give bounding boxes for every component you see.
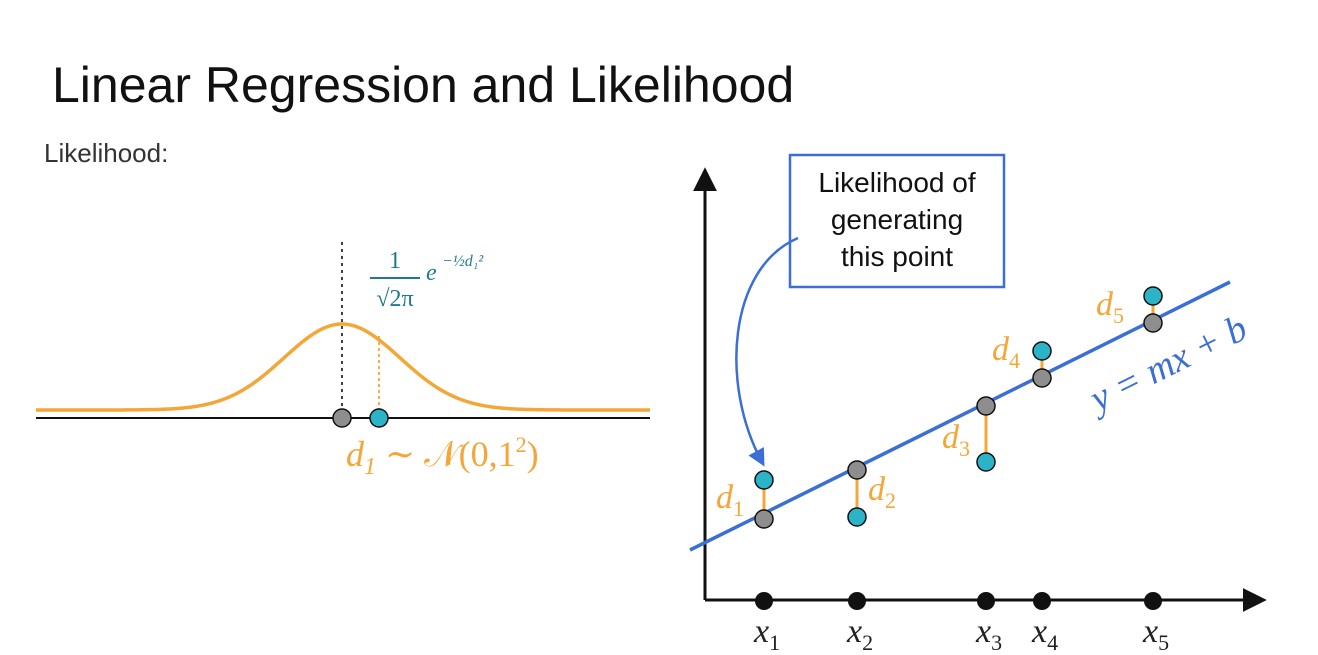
x-point-2 bbox=[848, 592, 866, 610]
x-label-2: x2 bbox=[846, 613, 873, 655]
callout-box bbox=[788, 153, 1006, 289]
predicted-point-4 bbox=[1032, 368, 1052, 388]
observed-point-4 bbox=[1032, 341, 1052, 361]
page-title: Linear Regression and Likelihood bbox=[52, 57, 795, 113]
gaussian-panel: 1 √2π e −½d₁² d1 ∼ 𝒩(0,12) bbox=[36, 242, 650, 480]
observed-point-2 bbox=[847, 507, 867, 527]
density-formula: 1 √2π e −½d₁² bbox=[370, 248, 484, 312]
x-point-1 bbox=[755, 592, 773, 610]
callout-arrow bbox=[735, 236, 799, 467]
gaussian-sample-point bbox=[369, 408, 389, 428]
predicted-point-2 bbox=[847, 460, 867, 480]
regression-line bbox=[689, 280, 1231, 552]
formula-denominator: √2π bbox=[376, 286, 413, 312]
regression-panel: y = mx + b x1 x2 x3 x4 x5 d1 d2 bbox=[689, 153, 1267, 655]
callout-line-1: Likelihood of bbox=[818, 167, 975, 198]
d-label-2: d2 bbox=[868, 471, 896, 513]
formula-numerator: 1 bbox=[389, 248, 401, 274]
likelihood-callout: Likelihood of generating this point bbox=[735, 153, 1006, 467]
formula-base: e bbox=[426, 260, 437, 286]
predicted-point-3 bbox=[976, 396, 996, 416]
observed-point-1 bbox=[754, 470, 774, 490]
d-label-5: d5 bbox=[1096, 286, 1124, 328]
regression-line-label: y = mx + b bbox=[1080, 307, 1254, 422]
gaussian-mean-point bbox=[332, 408, 352, 428]
observed-point-3 bbox=[976, 452, 996, 472]
predicted-point-1 bbox=[754, 509, 774, 529]
x-point-4 bbox=[1033, 592, 1051, 610]
d-label-4: d4 bbox=[992, 331, 1020, 373]
x-label-3: x3 bbox=[975, 613, 1002, 655]
x-label-4: x4 bbox=[1031, 613, 1058, 655]
likelihood-label: Likelihood: bbox=[44, 138, 169, 168]
x-label-5: x5 bbox=[1142, 613, 1169, 655]
observed-point-5 bbox=[1143, 286, 1163, 306]
d-label-3: d3 bbox=[942, 419, 970, 461]
x-point-3 bbox=[977, 592, 995, 610]
callout-line-2: generating bbox=[831, 204, 963, 235]
callout-line-3: this point bbox=[841, 241, 953, 272]
formula-exponent: −½d₁² bbox=[442, 253, 484, 270]
gaussian-curve bbox=[36, 322, 650, 412]
x-point-5 bbox=[1144, 592, 1162, 610]
distribution-label: d1 ∼ 𝒩(0,12) bbox=[346, 432, 539, 480]
predicted-point-5 bbox=[1143, 313, 1163, 333]
d-label-1: d1 bbox=[716, 479, 744, 521]
x-label-1: x1 bbox=[753, 613, 780, 655]
